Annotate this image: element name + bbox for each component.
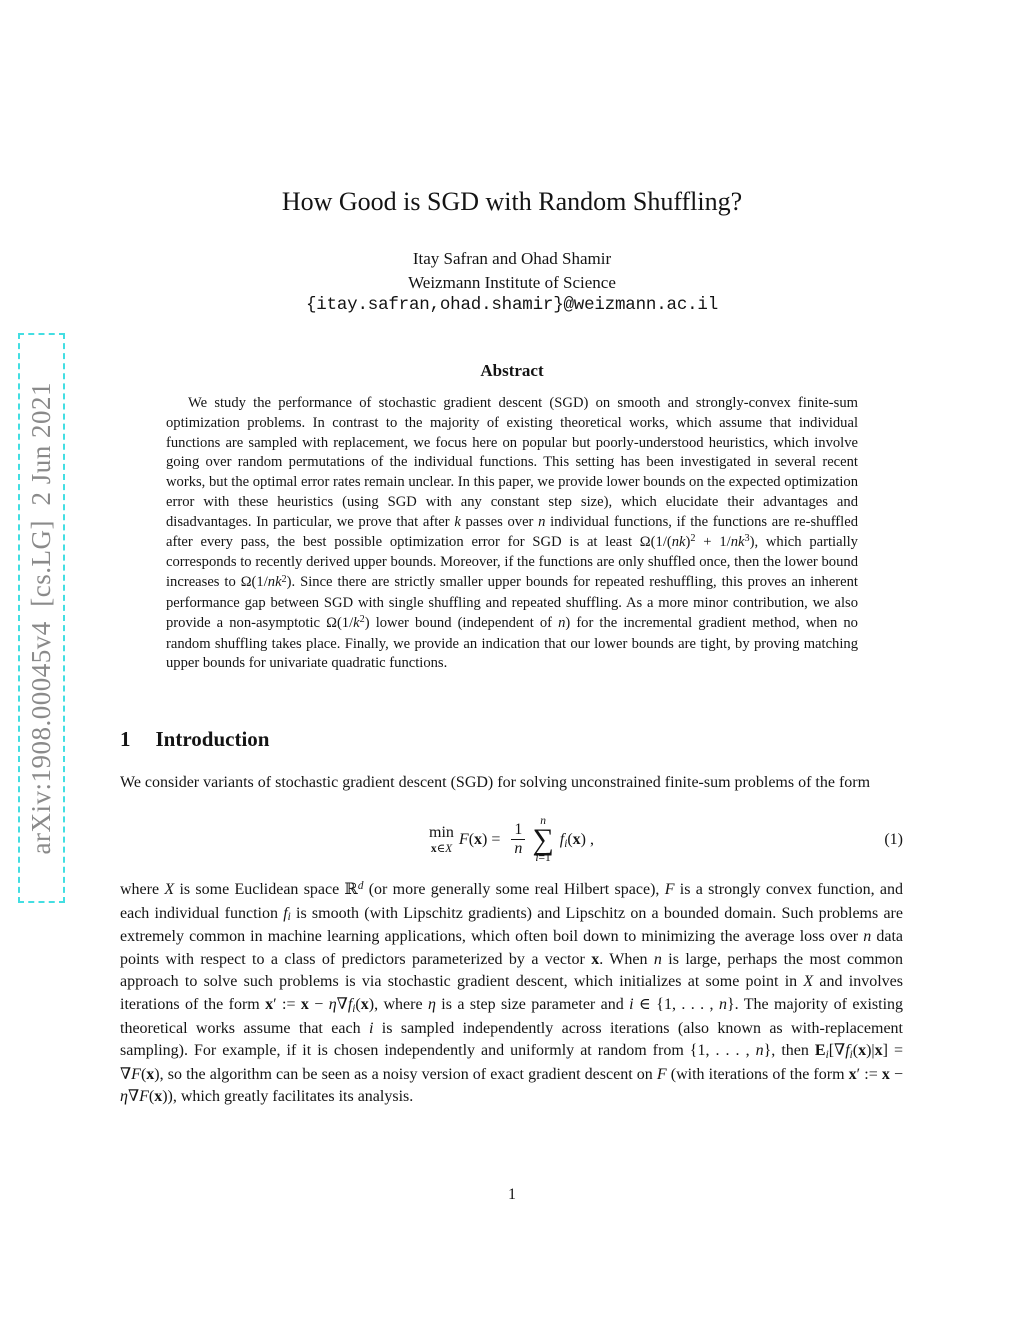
section-heading: 1 Introduction: [120, 727, 269, 752]
arxiv-banner: arXiv:1908.00045v4 [cs.LG] 2 Jun 2021: [18, 333, 65, 903]
authors: Itay Safran and Ohad Shamir: [412, 249, 612, 268]
sigma-symbol: ∑: [532, 823, 554, 857]
section-title: Introduction: [155, 727, 270, 751]
email: {itay.safran,ohad.shamir}@weizmann.ac.il: [305, 295, 719, 315]
arxiv-banner-text: arXiv:1908.00045v4 [cs.LG] 2 Jun 2021: [26, 381, 56, 855]
page-number: 1: [508, 1186, 516, 1203]
fraction: 1 n: [511, 821, 526, 858]
abstract-heading: Abstract: [480, 361, 544, 380]
equation-1: min x∈X F(x) = 1 n n ∑ i=1 fi(x) , (1): [120, 810, 903, 870]
paper-title: How Good is SGD with Random Shuffling?: [281, 187, 743, 216]
min-operator: min x∈X: [429, 823, 454, 855]
equation-lhs: F(x) =: [458, 831, 501, 848]
abstract-text: We study the performance of stochastic g…: [166, 395, 859, 672]
author-block: Itay Safran and Ohad Shamir Weizmann Ins…: [0, 247, 1024, 318]
equation-rhs: fi(x) ,: [559, 831, 594, 850]
equation-number: (1): [884, 831, 903, 848]
intro-paragraph-2: where X is some Euclidean space ℝd (or m…: [120, 879, 904, 1106]
summation: n ∑ i=1: [532, 814, 554, 864]
intro-paragraph-1: We consider variants of stochastic gradi…: [120, 774, 871, 791]
section-number: 1: [120, 727, 131, 751]
affiliation: Weizmann Institute of Science: [408, 272, 616, 292]
